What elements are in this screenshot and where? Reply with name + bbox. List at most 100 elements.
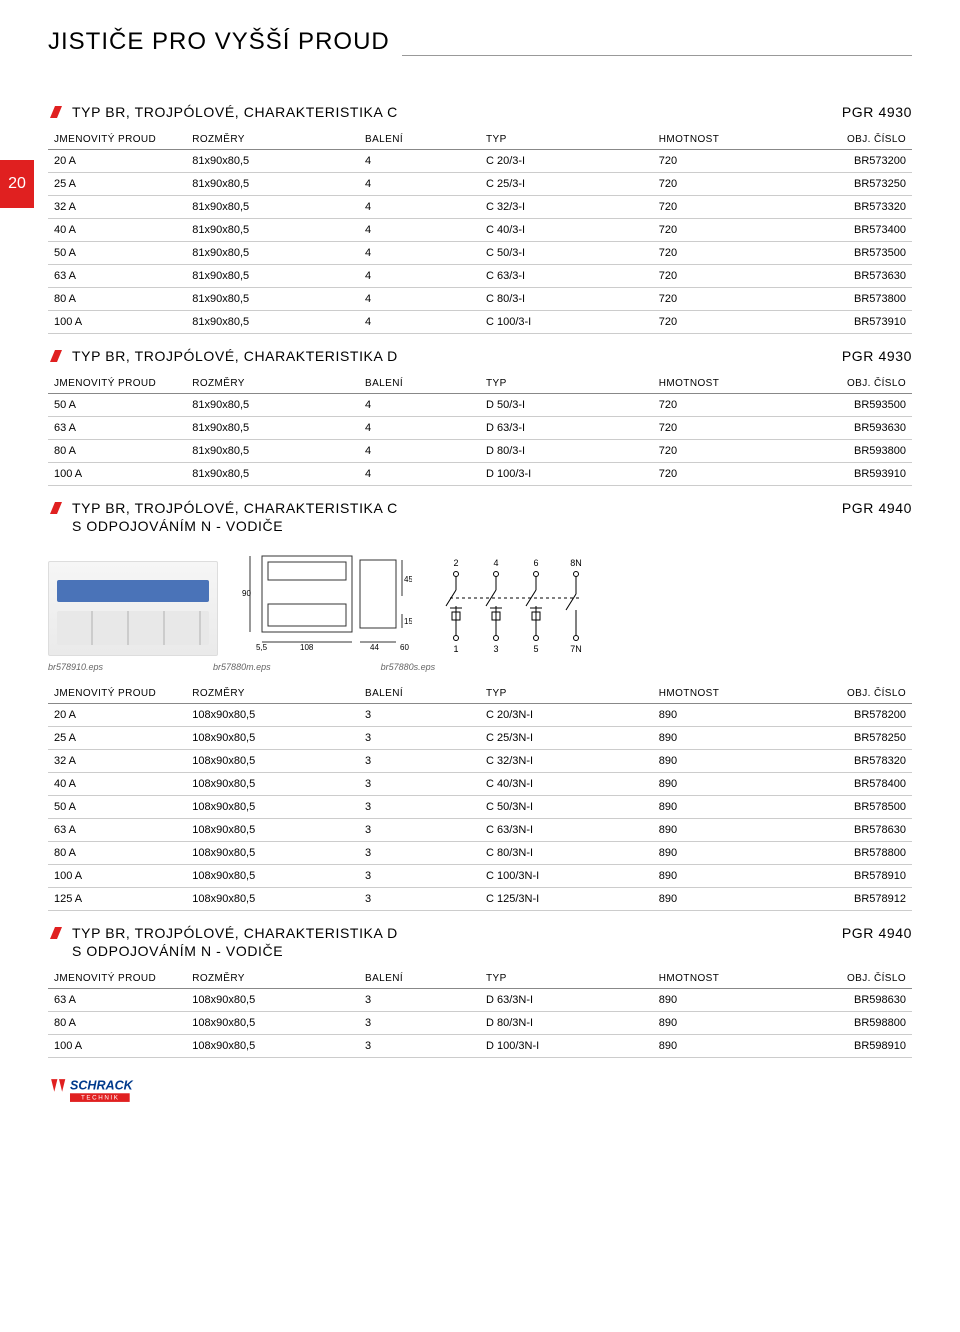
cell: BR593800 xyxy=(774,440,912,463)
cell: 108x90x80,5 xyxy=(186,888,359,911)
spec-table: JMENOVITÝ PROUDROZMĚRYBALENÍTYPHMOTNOSTO… xyxy=(48,130,912,334)
cell: BR578250 xyxy=(774,727,912,750)
cell: BR578800 xyxy=(774,842,912,865)
cell: 80 A xyxy=(48,288,186,311)
svg-text:SCHRACK: SCHRACK xyxy=(70,1078,134,1092)
table-row: 63 A81x90x80,54D 63/3-I720BR593630 xyxy=(48,417,912,440)
col-header: OBJ. ČÍSLO xyxy=(774,130,912,150)
cell: 4 xyxy=(359,440,480,463)
cell: 890 xyxy=(653,819,774,842)
cell: C 80/3-I xyxy=(480,288,653,311)
table-row: 63 A108x90x80,53C 63/3N-I890BR578630 xyxy=(48,819,912,842)
svg-text:3: 3 xyxy=(493,644,498,654)
cell: 108x90x80,5 xyxy=(186,819,359,842)
cell: BR573800 xyxy=(774,288,912,311)
table-row: 100 A108x90x80,53C 100/3N-I890BR578910 xyxy=(48,865,912,888)
cell: 81x90x80,5 xyxy=(186,417,359,440)
cell: BR593630 xyxy=(774,417,912,440)
title-rule xyxy=(402,55,912,56)
cell: BR578910 xyxy=(774,865,912,888)
cell: 720 xyxy=(653,463,774,486)
col-header: OBJ. ČÍSLO xyxy=(774,969,912,989)
dimension-drawing: 108 44 5,5 60 90 45 15 xyxy=(242,546,412,656)
cell: C 50/3-I xyxy=(480,242,653,265)
cell: 890 xyxy=(653,989,774,1012)
cell: 890 xyxy=(653,1012,774,1035)
cell: D 80/3N-I xyxy=(480,1012,653,1035)
svg-text:108: 108 xyxy=(300,643,314,652)
eps-filenames: br578910.epsbr57880m.epsbr57880s.eps xyxy=(48,662,912,672)
col-header: BALENÍ xyxy=(359,130,480,150)
cell: 720 xyxy=(653,173,774,196)
cell: 720 xyxy=(653,150,774,173)
svg-text:7N: 7N xyxy=(570,644,582,654)
cell: 20 A xyxy=(48,704,186,727)
slash-icon xyxy=(48,926,64,940)
cell: 4 xyxy=(359,219,480,242)
cell: C 100/3N-I xyxy=(480,865,653,888)
col-header: JMENOVITÝ PROUD xyxy=(48,374,186,394)
cell: 81x90x80,5 xyxy=(186,463,359,486)
section-title: TYP BR, TROJPÓLOVÉ, CHARAKTERISTIKA D xyxy=(72,925,398,941)
cell: C 80/3N-I xyxy=(480,842,653,865)
product-photo xyxy=(48,561,218,656)
svg-text:8N: 8N xyxy=(570,558,582,568)
pgr-code: PGR 4930 xyxy=(842,104,912,120)
svg-text:1: 1 xyxy=(453,644,458,654)
cell: 3 xyxy=(359,888,480,911)
cell: 81x90x80,5 xyxy=(186,311,359,334)
cell: 81x90x80,5 xyxy=(186,440,359,463)
cell: D 100/3N-I xyxy=(480,1035,653,1058)
cell: 63 A xyxy=(48,265,186,288)
svg-text:15: 15 xyxy=(404,617,412,626)
col-header: BALENÍ xyxy=(359,374,480,394)
cell: 720 xyxy=(653,394,774,417)
col-header: JMENOVITÝ PROUD xyxy=(48,130,186,150)
cell: 40 A xyxy=(48,773,186,796)
cell: 50 A xyxy=(48,242,186,265)
section-header: TYP BR, TROJPÓLOVÉ, CHARAKTERISTIKA C PG… xyxy=(48,104,912,120)
section-header: TYP BR, TROJPÓLOVÉ, CHARAKTERISTIKA C PG… xyxy=(48,500,912,516)
col-header: ROZMĚRY xyxy=(186,969,359,989)
table-row: 25 A108x90x80,53C 25/3N-I890BR578250 xyxy=(48,727,912,750)
table-row: 50 A81x90x80,54D 50/3-I720BR593500 xyxy=(48,394,912,417)
svg-text:44: 44 xyxy=(370,643,379,652)
col-header: HMOTNOST xyxy=(653,130,774,150)
cell: 890 xyxy=(653,865,774,888)
cell: BR573910 xyxy=(774,311,912,334)
svg-text:6: 6 xyxy=(533,558,538,568)
table-row: 80 A81x90x80,54C 80/3-I720BR573800 xyxy=(48,288,912,311)
cell: 81x90x80,5 xyxy=(186,219,359,242)
cell: BR598910 xyxy=(774,1035,912,1058)
cell: 3 xyxy=(359,1012,480,1035)
page-number-tab: 20 xyxy=(0,160,34,208)
table-row: 100 A108x90x80,53D 100/3N-I890BR598910 xyxy=(48,1035,912,1058)
cell: 890 xyxy=(653,1035,774,1058)
table-row: 80 A81x90x80,54D 80/3-I720BR593800 xyxy=(48,440,912,463)
cell: C 40/3N-I xyxy=(480,773,653,796)
cell: 4 xyxy=(359,463,480,486)
cell: 108x90x80,5 xyxy=(186,989,359,1012)
col-header: TYP xyxy=(480,130,653,150)
spec-table: JMENOVITÝ PROUDROZMĚRYBALENÍTYPHMOTNOSTO… xyxy=(48,969,912,1058)
cell: 890 xyxy=(653,773,774,796)
cell: 63 A xyxy=(48,819,186,842)
cell: BR573630 xyxy=(774,265,912,288)
cell: 3 xyxy=(359,842,480,865)
table-row: 80 A108x90x80,53D 80/3N-I890BR598800 xyxy=(48,1012,912,1035)
cell: 81x90x80,5 xyxy=(186,288,359,311)
cell: C 100/3-I xyxy=(480,311,653,334)
table-row: 32 A81x90x80,54C 32/3-I720BR573320 xyxy=(48,196,912,219)
cell: 108x90x80,5 xyxy=(186,796,359,819)
col-header: ROZMĚRY xyxy=(186,374,359,394)
table-row: 40 A108x90x80,53C 40/3N-I890BR578400 xyxy=(48,773,912,796)
col-header: TYP xyxy=(480,684,653,704)
cell: 108x90x80,5 xyxy=(186,704,359,727)
cell: 50 A xyxy=(48,394,186,417)
table-row: 125 A108x90x80,53C 125/3N-I890BR578912 xyxy=(48,888,912,911)
cell: 720 xyxy=(653,311,774,334)
cell: 4 xyxy=(359,265,480,288)
cell: 4 xyxy=(359,196,480,219)
slash-icon xyxy=(48,501,64,515)
page-title: JISTIČE PRO VYŠŠÍ PROUD xyxy=(48,28,390,60)
